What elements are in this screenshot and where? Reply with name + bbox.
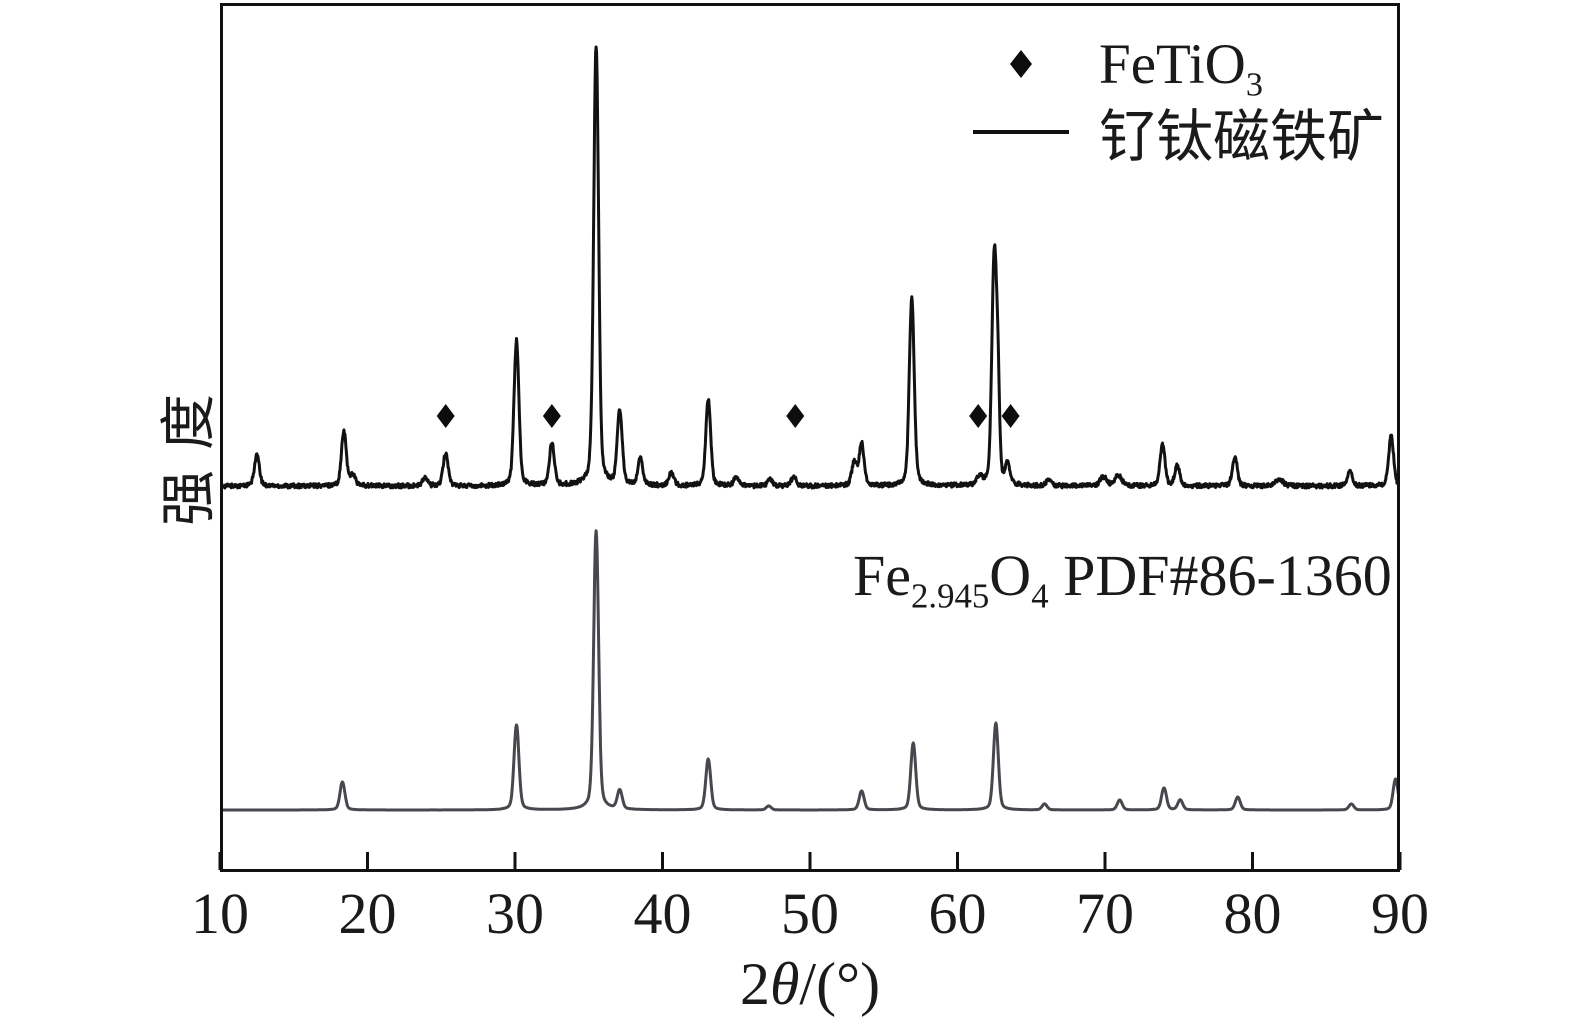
- x-title-prefix: 2: [739, 951, 770, 1017]
- legend-item-fetio3: FeTiO3: [955, 30, 1384, 102]
- x-tick-label: 60: [928, 881, 987, 946]
- ref-label-fe: Fe: [853, 543, 911, 608]
- diamond-icon: [955, 49, 1087, 79]
- x-axis-title: 2θ/(°): [688, 950, 932, 1019]
- ref-label-pdf-number: PDF#86-1360: [1048, 543, 1392, 608]
- ref-label-o-subscript: 4: [1031, 576, 1049, 616]
- ref-label-fe-subscript: 2.945: [911, 576, 990, 616]
- fetio3-peak-marker-icon: [1001, 404, 1020, 428]
- x-title-theta: θ: [769, 951, 800, 1017]
- y-axis-label: 强度: [159, 374, 221, 526]
- fetio3-peak-marker-icon: [436, 404, 455, 428]
- reference-pattern-label: Fe2.945O4 PDF#86-1360: [853, 542, 1392, 613]
- line-swatch-icon: [955, 130, 1087, 134]
- x-tick-label: 80: [1223, 881, 1282, 946]
- ref-label-o: O: [989, 543, 1032, 608]
- fetio3-formula-base: FeTiO: [1099, 32, 1246, 96]
- x-tick-label: 20: [338, 881, 397, 946]
- x-title-suffix: /(°): [799, 951, 881, 1017]
- fetio3-peak-marker-icon: [542, 404, 561, 428]
- legend: FeTiO3 钌钛磁铁矿: [955, 30, 1384, 169]
- fetio3-peak-marker-icon: [969, 404, 988, 428]
- fetio3-formula-subscript: 3: [1245, 65, 1263, 103]
- x-tick-label: 50: [781, 881, 839, 946]
- x-tick-label: 90: [1371, 881, 1429, 946]
- x-tick-label: 30: [486, 881, 544, 946]
- legend-label-fetio3: FeTiO3: [1099, 32, 1263, 102]
- x-tick-label: 10: [191, 881, 249, 946]
- legend-item-magnetite: 钌钛磁铁矿: [955, 98, 1384, 169]
- x-tick-label: 70: [1076, 881, 1134, 946]
- x-tick-label: 40: [633, 881, 692, 946]
- fetio3-peak-marker-icon: [786, 404, 805, 428]
- legend-label-magnetite: 钌钛磁铁矿: [1099, 106, 1384, 169]
